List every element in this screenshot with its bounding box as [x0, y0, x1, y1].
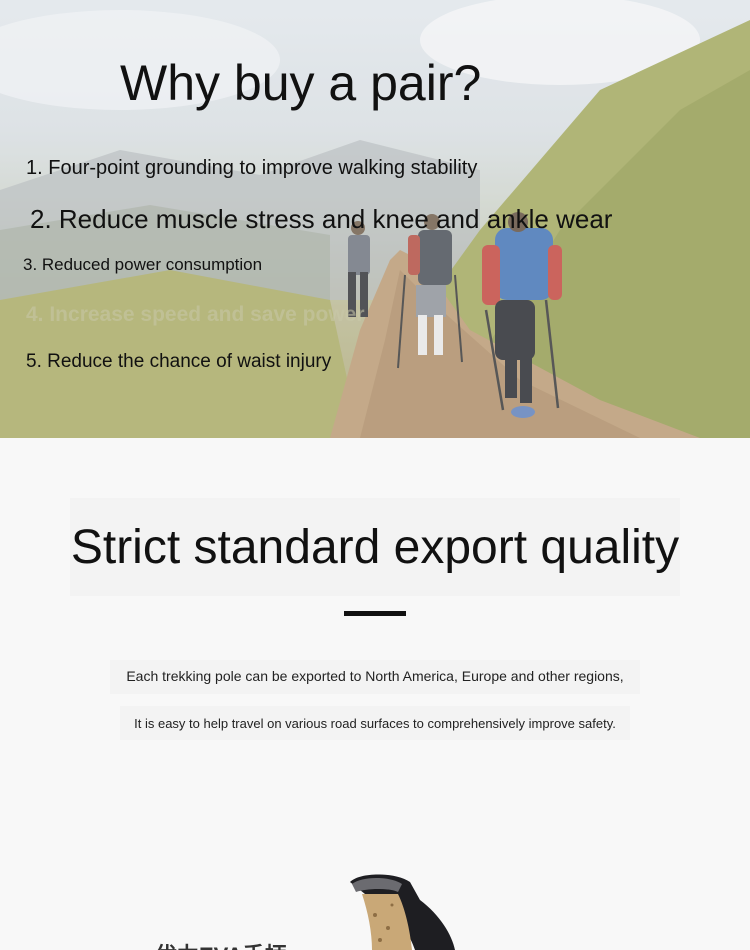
- description-line: It is easy to help travel on various roa…: [134, 716, 616, 731]
- reason-item: 5. Reduce the chance of waist injury: [26, 351, 332, 372]
- product-preview: 优力EVA手柄: [0, 860, 750, 950]
- title-divider: [344, 611, 406, 616]
- hiker-right: [482, 212, 562, 418]
- reason-item: 2. Reduce muscle stress and knee and ank…: [30, 204, 613, 234]
- description-line: Each trekking pole can be exported to No…: [126, 668, 624, 684]
- hiking-scene-illustration: [0, 0, 750, 438]
- hiker-middle: [397, 214, 463, 369]
- hero-banner: Why buy a pair? 1. Four-point grounding …: [0, 0, 750, 438]
- reason-item: 1. Four-point grounding to improve walki…: [26, 157, 478, 179]
- trekking-pole-handle-image: [350, 874, 455, 950]
- hiker-left: [348, 221, 370, 317]
- title-backdrop: [70, 498, 680, 596]
- description-backdrop: [120, 706, 630, 740]
- product-feature-label: 优力EVA手柄: [155, 938, 287, 950]
- reason-item: 4. Increase speed and save power: [26, 303, 365, 326]
- quality-section: Strict standard export quality Each trek…: [0, 438, 750, 950]
- reason-item: 3. Reduced power consumption: [23, 255, 263, 274]
- hero-title: Why buy a pair?: [120, 55, 482, 111]
- description-backdrop: [110, 660, 640, 694]
- section-title: Strict standard export quality: [70, 521, 680, 574]
